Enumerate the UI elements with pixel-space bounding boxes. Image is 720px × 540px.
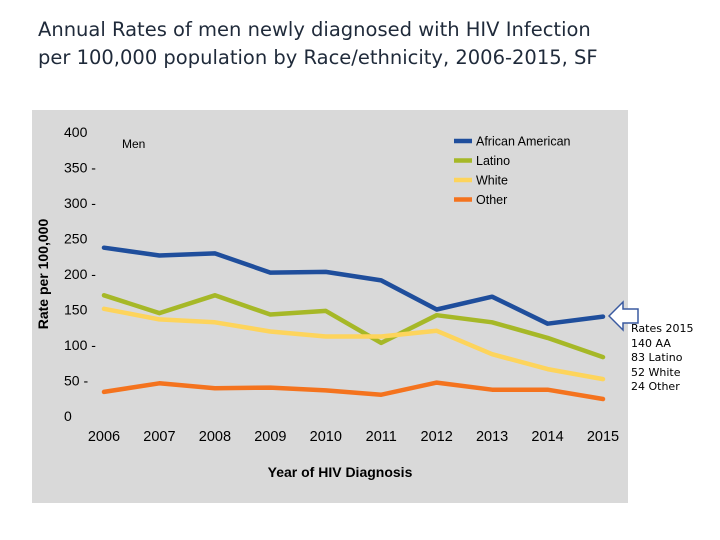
x-tick-label: 2012 bbox=[421, 429, 453, 445]
left-arrow-icon bbox=[608, 300, 639, 332]
line-chart: 0 50 - 100 - 150 200 - 250 300 - 350 - 400 2006 20… bbox=[35, 124, 619, 480]
series-line-1 bbox=[101, 293, 606, 360]
chart-panel: 0 50 - 100 - 150 200 - 250 300 - 350 - 400 2006 20… bbox=[32, 110, 628, 503]
x-tick-label: 2015 bbox=[587, 429, 619, 445]
y-tick-label: 250 bbox=[64, 231, 88, 247]
slide-title: Annual Rates of men newly diagnosed with… bbox=[38, 16, 678, 72]
x-axis-title: Year of HIV Diagnosis bbox=[268, 464, 413, 480]
y-tick-label: 150 bbox=[64, 302, 88, 318]
legend-label: Other bbox=[476, 193, 507, 207]
rates-2015-note: Rates 2015 140 AA 83 Latino 52 White 24 … bbox=[631, 322, 717, 395]
note-line: Rates 2015 bbox=[631, 322, 694, 335]
x-tick-label: 2014 bbox=[531, 429, 563, 445]
x-tick-label: 2010 bbox=[310, 429, 342, 445]
y-tick-label: 50 - bbox=[64, 373, 88, 389]
chart-subtitle: Men bbox=[122, 137, 145, 151]
y-tick-label: 0 bbox=[64, 408, 72, 424]
y-tick-label: 350 - bbox=[64, 160, 96, 176]
note-line: 24 Other bbox=[631, 380, 680, 393]
x-tick-label: 2008 bbox=[199, 429, 231, 445]
note-line: 140 AA bbox=[631, 336, 671, 350]
y-tick-label: 200 - bbox=[64, 266, 96, 282]
y-tick-label: 100 - bbox=[64, 337, 96, 353]
series-line-3 bbox=[101, 380, 606, 402]
y-tick-label: 300 - bbox=[64, 195, 96, 211]
legend-label: White bbox=[476, 174, 508, 188]
x-tick-label: 2011 bbox=[366, 429, 397, 445]
legend-label: Latino bbox=[476, 154, 510, 168]
title-line-2: per 100,000 population by Race/ethnicity… bbox=[38, 46, 598, 69]
note-line: 83 Latino bbox=[631, 351, 683, 364]
legend-label: African American bbox=[476, 135, 571, 149]
series-line-2 bbox=[101, 306, 606, 382]
x-tick-label: 2009 bbox=[254, 429, 286, 445]
title-line-1: Annual Rates of men newly diagnosed with… bbox=[38, 18, 591, 41]
y-tick-label: 400 bbox=[64, 124, 88, 140]
x-tick-label: 2013 bbox=[476, 429, 508, 445]
x-tick-label: 2007 bbox=[143, 429, 175, 445]
x-tick-label: 2006 bbox=[88, 429, 120, 445]
y-axis-title: Rate per 100,000 bbox=[35, 219, 51, 330]
series-line-0 bbox=[101, 245, 606, 326]
note-line: 52 White bbox=[631, 365, 681, 379]
